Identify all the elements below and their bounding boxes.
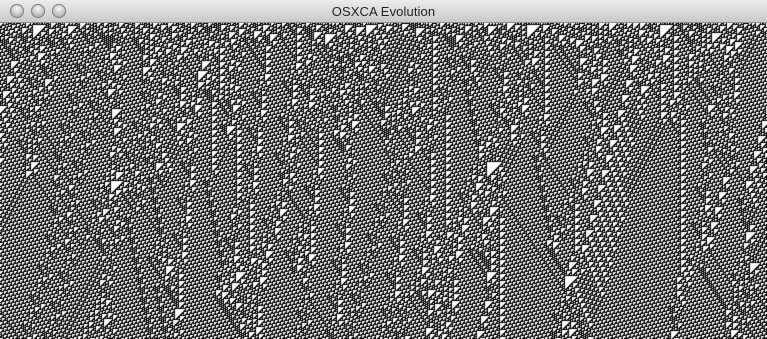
minimize-button[interactable] xyxy=(31,4,45,18)
title-bar[interactable]: OSXCA Evolution xyxy=(0,0,767,23)
window-title: OSXCA Evolution xyxy=(331,4,436,19)
close-button[interactable] xyxy=(10,4,24,18)
cellular-automaton-canvas xyxy=(0,23,767,339)
zoom-button[interactable] xyxy=(52,4,66,18)
evolution-canvas-area xyxy=(0,23,767,339)
